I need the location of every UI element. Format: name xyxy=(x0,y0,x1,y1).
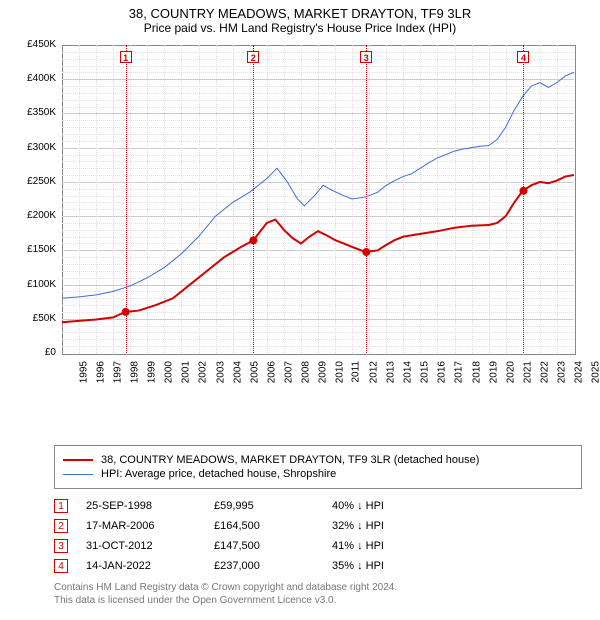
legend: 38, COUNTRY MEADOWS, MARKET DRAYTON, TF9… xyxy=(54,445,582,489)
series-hpi xyxy=(62,72,574,298)
transaction-row: 3 31-OCT-2012 £147,500 41% ↓ HPI xyxy=(54,539,564,553)
transaction-date: 17-MAR-2006 xyxy=(86,520,196,532)
transaction-row: 1 25-SEP-1998 £59,995 40% ↓ HPI xyxy=(54,499,564,513)
legend-label: 38, COUNTRY MEADOWS, MARKET DRAYTON, TF9… xyxy=(101,454,479,466)
transaction-date: 31-OCT-2012 xyxy=(86,540,196,552)
legend-entry-price-paid: 38, COUNTRY MEADOWS, MARKET DRAYTON, TF9… xyxy=(63,454,573,466)
x-axis-label: 2025 xyxy=(590,361,600,383)
transaction-row: 4 14-JAN-2022 £237,000 35% ↓ HPI xyxy=(54,559,564,573)
transaction-marker: 1 xyxy=(54,499,68,513)
transaction-marker: 3 xyxy=(54,539,68,553)
sale-point-dot xyxy=(249,236,257,244)
transaction-row: 2 17-MAR-2006 £164,500 32% ↓ HPI xyxy=(54,519,564,533)
sale-point-dot xyxy=(519,187,527,195)
transaction-date: 25-SEP-1998 xyxy=(86,500,196,512)
legend-label: HPI: Average price, detached house, Shro… xyxy=(101,468,336,480)
legend-swatch xyxy=(63,459,93,461)
transaction-hpi-delta: 41% ↓ HPI xyxy=(332,540,432,552)
series-price_paid xyxy=(62,175,574,322)
transaction-date: 14-JAN-2022 xyxy=(86,560,196,572)
footnote-line: Contains HM Land Registry data © Crown c… xyxy=(54,581,590,594)
footnote-line: This data is licensed under the Open Gov… xyxy=(54,594,590,607)
transaction-price: £59,995 xyxy=(214,500,314,512)
chart-container: 38, COUNTRY MEADOWS, MARKET DRAYTON, TF9… xyxy=(0,0,600,620)
legend-swatch xyxy=(63,474,93,475)
transaction-hpi-delta: 35% ↓ HPI xyxy=(332,560,432,572)
chart-title-address: 38, COUNTRY MEADOWS, MARKET DRAYTON, TF9… xyxy=(10,6,590,21)
transaction-price: £147,500 xyxy=(214,540,314,552)
transaction-hpi-delta: 32% ↓ HPI xyxy=(332,520,432,532)
chart-title-subtitle: Price paid vs. HM Land Registry's House … xyxy=(10,21,590,35)
sale-point-dot xyxy=(122,308,130,316)
footnote: Contains HM Land Registry data © Crown c… xyxy=(54,581,590,607)
series-svg xyxy=(20,39,580,399)
transaction-hpi-delta: 40% ↓ HPI xyxy=(332,500,432,512)
legend-entry-hpi: HPI: Average price, detached house, Shro… xyxy=(63,468,573,480)
chart-area: £0£50K£100K£150K£200K£250K£300K£350K£400… xyxy=(20,39,580,399)
transaction-price: £237,000 xyxy=(214,560,314,572)
transaction-marker: 4 xyxy=(54,559,68,573)
transactions-table: 1 25-SEP-1998 £59,995 40% ↓ HPI 2 17-MAR-2006… xyxy=(54,499,564,573)
transaction-price: £164,500 xyxy=(214,520,314,532)
transaction-marker: 2 xyxy=(54,519,68,533)
sale-point-dot xyxy=(362,248,370,256)
